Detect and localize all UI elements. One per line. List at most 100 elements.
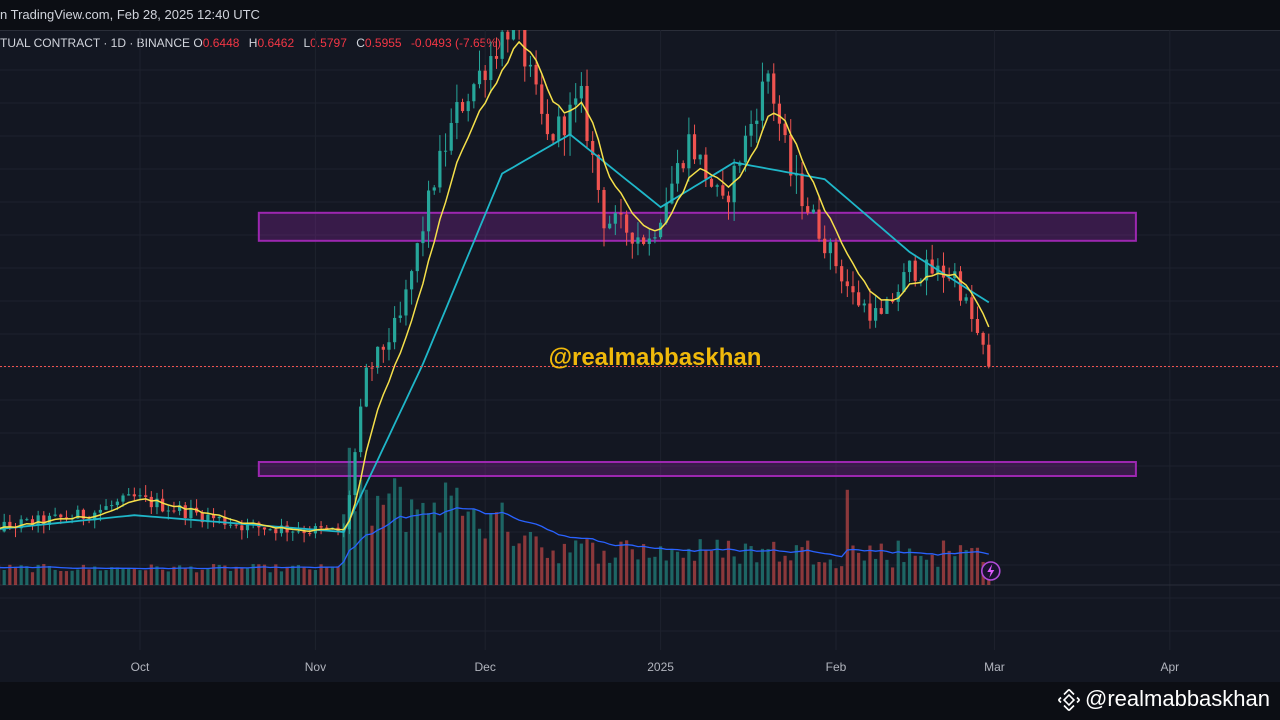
candle-body [19, 519, 23, 529]
volume-bar [19, 565, 23, 585]
candle-body [653, 237, 657, 239]
volume-bar [370, 525, 374, 585]
volume-bar [257, 564, 261, 585]
volume-bar [438, 532, 442, 585]
candle-body [766, 73, 770, 82]
volume-bar [398, 486, 402, 585]
flash-icon[interactable] [980, 561, 1001, 581]
candle-body [579, 85, 583, 99]
volume-bar [115, 567, 119, 585]
volume-bar [274, 564, 278, 585]
candle-body [625, 214, 629, 233]
volume-bar [811, 564, 815, 585]
candle-body [534, 64, 538, 85]
volume-bar [862, 560, 866, 585]
volume-bar [738, 563, 742, 585]
candle-body [421, 231, 425, 244]
watermark: @realmabbaskhan [1057, 684, 1270, 714]
candle-body [636, 237, 640, 244]
candle-body [308, 533, 312, 535]
candle-body [36, 515, 40, 526]
candle-body [591, 141, 595, 155]
volume-bar [234, 566, 238, 585]
volume-bar [890, 567, 895, 585]
volume-bar [879, 543, 883, 585]
legend-open-label: O [193, 36, 203, 50]
x-tick-label: Nov [305, 660, 326, 674]
volume-bar [941, 540, 946, 585]
candle-body [81, 509, 86, 519]
volume-bar [692, 560, 697, 585]
candle-body [274, 529, 278, 534]
volume-bar [25, 566, 29, 585]
volume-bar [970, 548, 974, 585]
candle-body [415, 243, 419, 272]
legend-close-label: C [356, 36, 365, 50]
volume-bar [472, 509, 476, 585]
volume-bar [319, 564, 323, 585]
volume-bar [947, 550, 951, 585]
volume-bar [579, 543, 583, 585]
volume-bar [675, 551, 680, 585]
candle-body [393, 317, 397, 343]
candle-body [596, 154, 600, 190]
candle-body [613, 213, 617, 224]
volume-bar [647, 557, 651, 585]
volume-bar [432, 502, 436, 585]
volume-bar [149, 564, 153, 585]
legend-low: 0.5797 [310, 36, 347, 50]
candle-body [228, 524, 233, 526]
flash-icon-bolt [987, 564, 995, 578]
candle-body [540, 84, 544, 114]
volume-bar [155, 566, 159, 585]
candle-body [749, 123, 753, 136]
volume-bar [591, 542, 595, 585]
candle-body [8, 521, 12, 527]
candle-body [732, 165, 736, 203]
volume-bar [834, 568, 838, 585]
volume-bar [104, 570, 108, 585]
candle-body [823, 238, 827, 254]
volume-bar [913, 555, 917, 585]
candlesticks [0, 30, 991, 543]
volume-bar [291, 565, 295, 585]
candle-body [494, 56, 499, 59]
candle-body [426, 190, 431, 232]
candle-body [941, 265, 946, 278]
volume-bar [715, 539, 719, 585]
volume-bar [189, 566, 193, 585]
candle-body [296, 531, 301, 533]
candle-body [268, 529, 272, 531]
candle-body [364, 367, 368, 407]
volume-bar [285, 566, 289, 585]
ema-fast-line [0, 40, 990, 533]
volume-bar [268, 572, 272, 585]
volume-bar [681, 557, 685, 585]
volume-bar [613, 557, 617, 585]
volume-bar [262, 564, 267, 585]
volume-bar [376, 495, 380, 585]
volume-bar [53, 569, 57, 585]
volume-bar [8, 564, 12, 585]
volume-bar [528, 531, 533, 585]
candle-body [302, 531, 306, 534]
candle-body [958, 271, 963, 301]
candle-body [970, 297, 974, 319]
candle-body [574, 98, 578, 105]
x-tick-label: Oct [131, 660, 150, 674]
candle-body [675, 163, 680, 184]
volume-bar [907, 548, 912, 585]
volume-bar [545, 557, 550, 585]
price-chart[interactable]: Oct Nov Dec 2025 Feb Mar Apr @realmabbaskhan [0, 30, 1280, 682]
volume-bar [211, 564, 216, 585]
candle-body [511, 30, 516, 40]
volume-bar [460, 515, 465, 585]
price-zone [257, 211, 1137, 242]
volume-bar [166, 571, 170, 585]
candle-body [845, 281, 849, 287]
candle-body [353, 452, 357, 496]
volume-bar [760, 548, 765, 585]
candle-body [777, 103, 782, 124]
volume-bar [194, 572, 199, 585]
volume-bar [874, 558, 878, 585]
